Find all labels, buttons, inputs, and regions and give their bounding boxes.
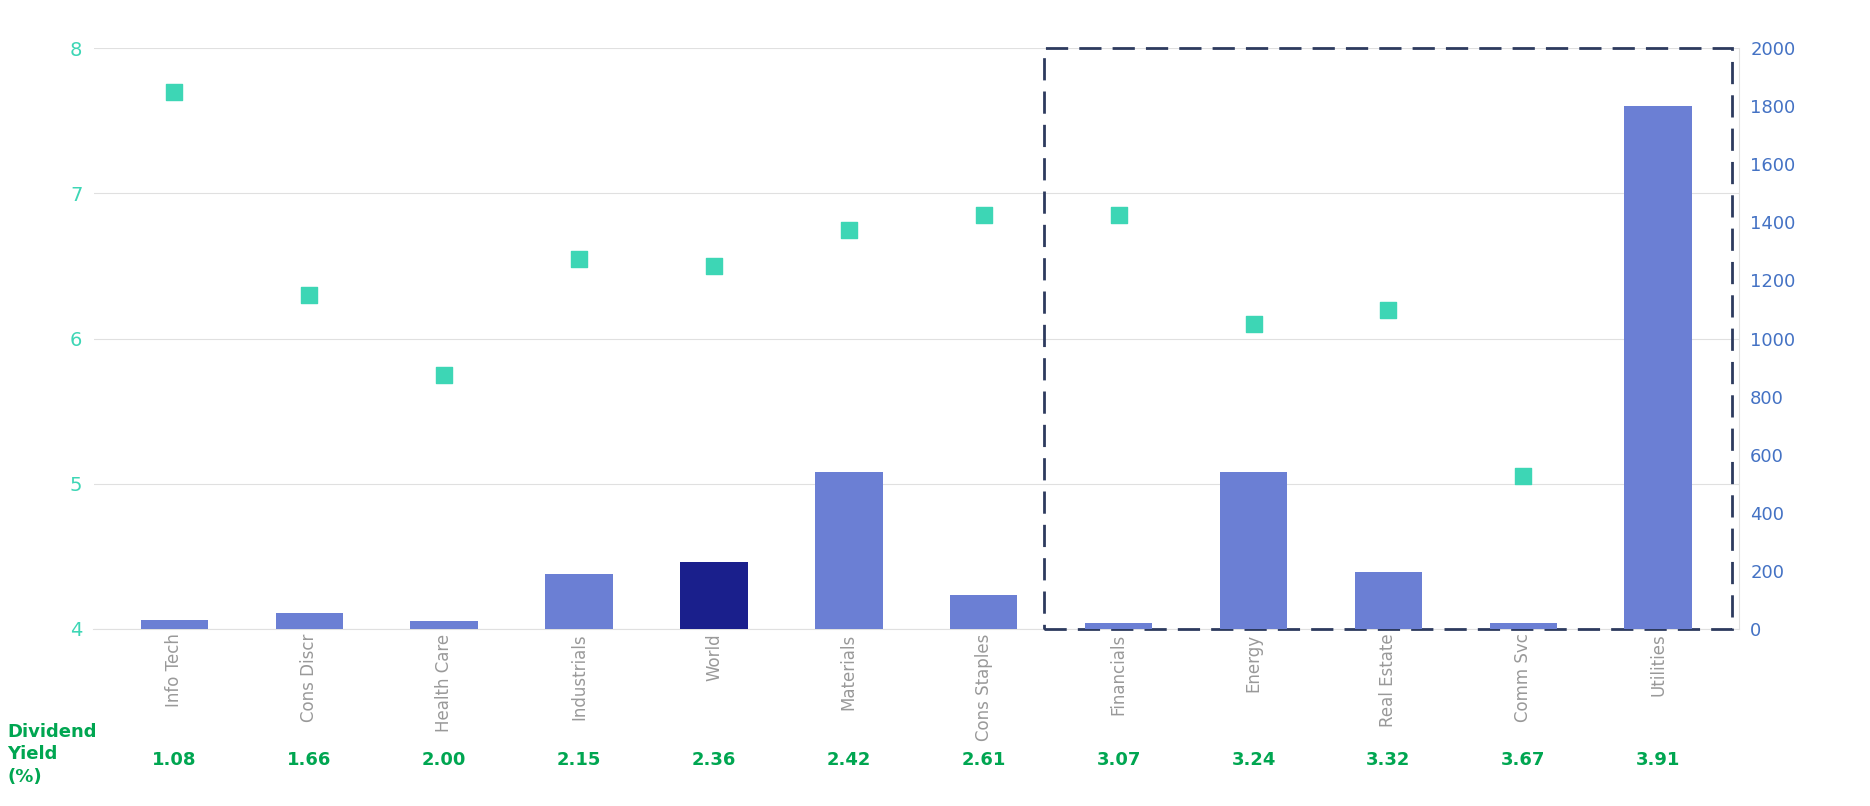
- Bar: [950, 596, 1017, 629]
- Text: 2.36: 2.36: [692, 751, 737, 769]
- Text: 3.24: 3.24: [1230, 751, 1275, 769]
- Point: [834, 223, 864, 236]
- Point: [1103, 209, 1133, 222]
- Bar: [140, 620, 208, 629]
- Bar: [1045, 48, 1732, 629]
- Text: 3.07: 3.07: [1096, 751, 1141, 769]
- Text: 2.15: 2.15: [557, 751, 602, 769]
- Bar: [1625, 106, 1692, 629]
- Text: Yield: Yield: [7, 746, 58, 763]
- Point: [1509, 470, 1539, 483]
- Point: [294, 289, 324, 301]
- Text: 2.42: 2.42: [827, 751, 871, 769]
- Point: [159, 85, 189, 98]
- Bar: [411, 621, 479, 629]
- Bar: [1219, 472, 1287, 629]
- Point: [430, 368, 460, 381]
- Text: 2.61: 2.61: [961, 751, 1006, 769]
- Bar: [1085, 623, 1152, 629]
- Text: 3.91: 3.91: [1636, 751, 1681, 769]
- Point: [1373, 303, 1402, 316]
- Point: [1238, 318, 1268, 330]
- Bar: [681, 562, 748, 629]
- Bar: [546, 574, 613, 629]
- Text: 3.32: 3.32: [1367, 751, 1410, 769]
- Text: Dividend: Dividend: [7, 723, 97, 742]
- Text: 3.67: 3.67: [1502, 751, 1545, 769]
- Point: [699, 260, 729, 272]
- Text: 1.66: 1.66: [288, 751, 331, 769]
- Bar: [1490, 623, 1558, 629]
- Bar: [1354, 572, 1421, 629]
- Bar: [815, 472, 883, 629]
- Point: [565, 252, 595, 265]
- Text: 2.00: 2.00: [423, 751, 466, 769]
- Point: [969, 209, 999, 222]
- Point: [1644, 238, 1674, 251]
- Bar: [275, 613, 342, 629]
- Text: 1.08: 1.08: [151, 751, 196, 769]
- Text: (%): (%): [7, 767, 41, 786]
